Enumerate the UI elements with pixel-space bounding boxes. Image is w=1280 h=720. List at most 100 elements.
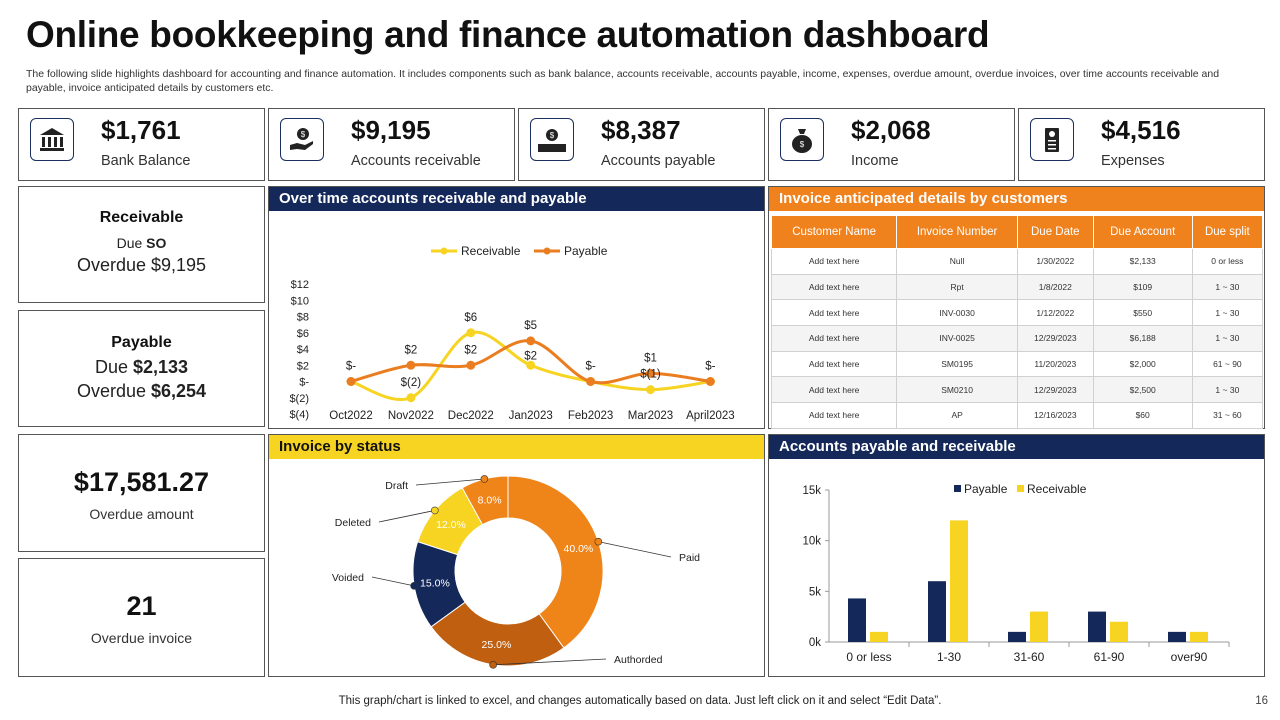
x-tick-label: Feb2023: [568, 410, 613, 422]
data-label: $5: [524, 320, 537, 332]
receivable-due-value: SO: [146, 235, 167, 251]
leader-marker: [410, 582, 418, 590]
payable-card: Payable Due $2,133 Overdue $6,254: [18, 310, 265, 427]
x-tick-label: 0 or less: [846, 650, 891, 664]
table-cell: 1 ~ 30: [1191, 299, 1264, 327]
table-header-cell: Due split: [1191, 215, 1264, 249]
table-cell: Add text here: [770, 273, 898, 301]
receivable-title: Receivable: [99, 209, 184, 226]
table-cell: 1/30/2022: [1016, 248, 1094, 275]
invoice-table: Customer Name Invoice Number Due Date Due A…: [770, 215, 1264, 429]
bar-receivable: [950, 520, 968, 642]
donut-slice-authorded: [430, 601, 565, 667]
kpi-value: $4,516: [1101, 115, 1181, 145]
y-tick-label: $(4): [289, 409, 309, 421]
payable-due-value: $2,133: [132, 357, 189, 377]
kpi-label: Accounts receivable: [351, 153, 481, 169]
payable-overdue-label: Overdue: [76, 381, 151, 401]
bar-receivable: [870, 631, 888, 642]
svg-text:$: $: [301, 130, 306, 139]
bar-payable: [1008, 631, 1026, 642]
overdue-amount-value: $17,581.27: [73, 467, 210, 497]
kpi-value: $1,761: [101, 115, 181, 145]
y-tick-label: $10: [291, 295, 309, 307]
leader-line: [415, 478, 485, 486]
overdue-amount-label: Overdue amount: [89, 506, 194, 522]
legend-swatch: [1017, 485, 1024, 492]
table-cell: Add text here: [770, 376, 898, 404]
bar-chart-title: Accounts payable and receivable: [769, 435, 1264, 459]
x-tick-label: Nov2022: [388, 410, 434, 422]
table-cell: 1/8/2022: [1016, 273, 1094, 301]
data-label: $1: [644, 352, 657, 364]
data-label: $-: [705, 361, 715, 373]
bar-payable: [928, 581, 946, 642]
data-point: [526, 360, 536, 370]
y-tick-label: $2: [297, 360, 309, 372]
table-cell: Add text here: [770, 325, 898, 352]
bar-receivable: [1190, 631, 1208, 642]
x-tick-label: 61-90: [1094, 650, 1125, 664]
data-point: [645, 385, 655, 395]
legend-label: Payable: [564, 244, 608, 258]
legend-label: Receivable: [1027, 482, 1087, 496]
bar-chart[interactable]: 15k 10k 5k 0k 0 or less 1-30 31-60 61-90 over90 P…: [769, 459, 1264, 676]
legend-label: Payable: [964, 482, 1008, 496]
footer-note: This graph/chart is linked to excel, and…: [338, 695, 942, 707]
table-cell: Null: [896, 248, 1018, 275]
y-tick-label: 5k: [809, 586, 821, 598]
table-cell: 61 ~ 90: [1191, 350, 1264, 378]
line-chart-title: Over time accounts receivable and payabl…: [269, 187, 764, 211]
kpi-value: $2,068: [851, 115, 931, 145]
legend-swatch: [954, 485, 961, 492]
table-cell: 31 ~ 60: [1191, 402, 1264, 429]
table-cell: Add text here: [770, 350, 898, 378]
x-tick-label: Jan2023: [509, 410, 553, 422]
table-row: Add text here INV-0030 1/12/2022 $550 1 ~ 30: [770, 299, 1264, 327]
table-header-cell: Customer Name: [770, 215, 898, 249]
receipt-icon: [1030, 118, 1074, 161]
receivable-due-label: Due: [116, 235, 147, 251]
leader-line: [598, 541, 672, 558]
slice-percent-label: 25.0%: [482, 639, 512, 651]
x-tick-label: Mar2023: [628, 410, 673, 422]
y-tick-label: $-: [299, 377, 309, 389]
bar-payable: [1168, 631, 1186, 642]
slice-percent-label: 12.0%: [436, 519, 466, 531]
kpi-label: Expenses: [1101, 153, 1165, 169]
overdue-amount-card: $17,581.27 Overdue amount: [18, 434, 265, 552]
data-point: [346, 377, 356, 386]
donut-slice-draft: [461, 475, 509, 526]
line-chart[interactable]: $12 $10 $8 $6 $4 $2 $- $(2) $(4) Oct2022 Nov2022 De…: [269, 211, 764, 428]
table-cell: 12/29/2023: [1016, 325, 1094, 352]
y-tick-label: 0k: [809, 637, 821, 649]
kpi-card-income: $ $2,068 Income: [768, 108, 1015, 181]
line-chart-panel: Over time accounts receivable and payabl…: [268, 186, 765, 429]
data-label: $-: [585, 361, 595, 373]
y-tick-label: 10k: [802, 536, 821, 548]
table-header-cell: Due Account: [1092, 215, 1193, 249]
slice-percent-label: 40.0%: [563, 543, 593, 555]
donut-chart[interactable]: 40.0% Paid 25.0% Authorded 15.0% Voided 12.0% D…: [269, 459, 764, 676]
payable-due: Due $2,133: [19, 357, 264, 378]
kpi-label: Bank Balance: [101, 153, 191, 169]
table-row: Add text here Null 1/30/2022 $2,133 0 or les…: [770, 248, 1264, 275]
data-point: [586, 377, 596, 386]
bar-payable: [1088, 611, 1106, 642]
cash-payment-icon: $: [530, 118, 574, 161]
table-cell: $2,500: [1092, 376, 1193, 404]
data-point: [705, 377, 715, 386]
payable-overdue: Overdue $6,254: [19, 381, 264, 402]
money-bag-icon: $: [780, 118, 824, 161]
leader-line: [493, 658, 607, 666]
kpi-card-bank-balance: $1,761 Bank Balance: [18, 108, 265, 181]
bar-receivable: [1030, 611, 1048, 642]
page-number: 16: [1255, 695, 1268, 707]
kpi-label: Accounts payable: [601, 153, 716, 169]
table-row: Add text here SM0195 11/20/2023 $2,000 61 ~ …: [770, 350, 1264, 378]
table-cell: SM0195: [896, 350, 1018, 378]
table-cell: INV-0030: [896, 299, 1018, 327]
receivable-overdue: Overdue $9,195: [76, 255, 207, 275]
table-row: Add text here Rpt 1/8/2022 $109 1 ~ 30: [770, 273, 1264, 301]
leader-line: [378, 510, 435, 523]
